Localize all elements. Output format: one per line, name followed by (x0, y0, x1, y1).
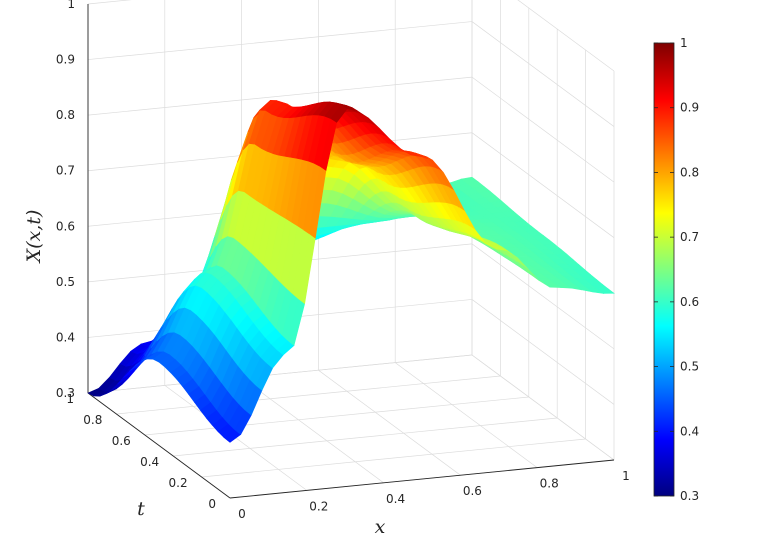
z-tick-label: 0.4 (56, 330, 75, 344)
z-axis-label: X(x,t) (23, 210, 45, 265)
colorbar-tick-label: 0.5 (680, 360, 699, 374)
x-tick-label: 0.6 (463, 484, 482, 498)
z-tick-label: 0.5 (56, 275, 75, 289)
axis-lines (87, 4, 615, 499)
grid-line (87, 21, 473, 60)
colorbar-tick-label: 0.6 (680, 295, 699, 309)
z-tick-label: 0.9 (56, 53, 75, 67)
x-tick-label: 1 (622, 469, 630, 483)
colorbar-tick-label: 1 (680, 36, 688, 50)
z-tick-label: 0.7 (56, 164, 75, 178)
colorbar-ticks: 0.3 0.4 0.5 0.6 0.7 0.8 0.9 1 (654, 36, 699, 503)
grid-line (241, 377, 384, 484)
grid-line (173, 417, 558, 457)
z-tick-label: 0.6 (56, 219, 75, 233)
x-tick-label: 0.8 (540, 477, 559, 491)
grid-line (87, 0, 132, 5)
z-tick-label: 0.8 (56, 108, 75, 122)
t-tick-label: 0.6 (112, 434, 131, 448)
t-tick-label: 0.4 (140, 455, 159, 469)
surface-patch (596, 288, 615, 294)
x-axis-line (229, 459, 615, 499)
grid-line (201, 438, 586, 478)
colorbar-tick-label: 0.7 (680, 230, 699, 244)
grid-line (471, 243, 615, 350)
grid-line (116, 375, 501, 415)
tick-labels: 00.20.40.60.8100.20.40.60.810.30.40.50.6… (56, 0, 630, 521)
surface (87, 100, 615, 443)
z-tick-label: 0.3 (56, 386, 75, 400)
grid-line (471, 21, 615, 127)
x-tick-label: 0 (238, 507, 246, 521)
grid-line (144, 396, 529, 436)
colorbar: 0.3 0.4 0.5 0.6 0.7 0.8 0.9 1 (653, 36, 699, 503)
t-tick-label: 1 (66, 392, 74, 406)
colorbar-tick-label: 0.4 (680, 424, 699, 438)
x-tick-label: 0.4 (386, 492, 405, 506)
z-tick-label: 1 (67, 0, 75, 11)
grid-line (471, 132, 615, 238)
colorbar-tick-label: 0.9 (680, 101, 699, 115)
grid-line (517, 0, 615, 72)
t-tick-label: 0.8 (83, 413, 102, 427)
x-axis-label: x (375, 516, 386, 538)
t-tick-label: 0 (208, 497, 216, 511)
grid-line (471, 299, 615, 405)
grid-line (471, 76, 615, 183)
x-tick-label: 0.2 (309, 499, 328, 513)
t-axis-label: t (137, 498, 145, 520)
colorbar-gradient (653, 42, 675, 497)
t-tick-label: 0.2 (169, 476, 188, 490)
grid-line (87, 354, 473, 394)
grid-line (471, 354, 615, 461)
grid-line (87, 76, 473, 116)
t-axis-line (87, 392, 231, 499)
colorbar-tick-label: 0.3 (680, 489, 699, 503)
grid-line (318, 369, 461, 476)
grid-line (394, 362, 538, 468)
colorbar-tick-label: 0.8 (680, 165, 699, 179)
